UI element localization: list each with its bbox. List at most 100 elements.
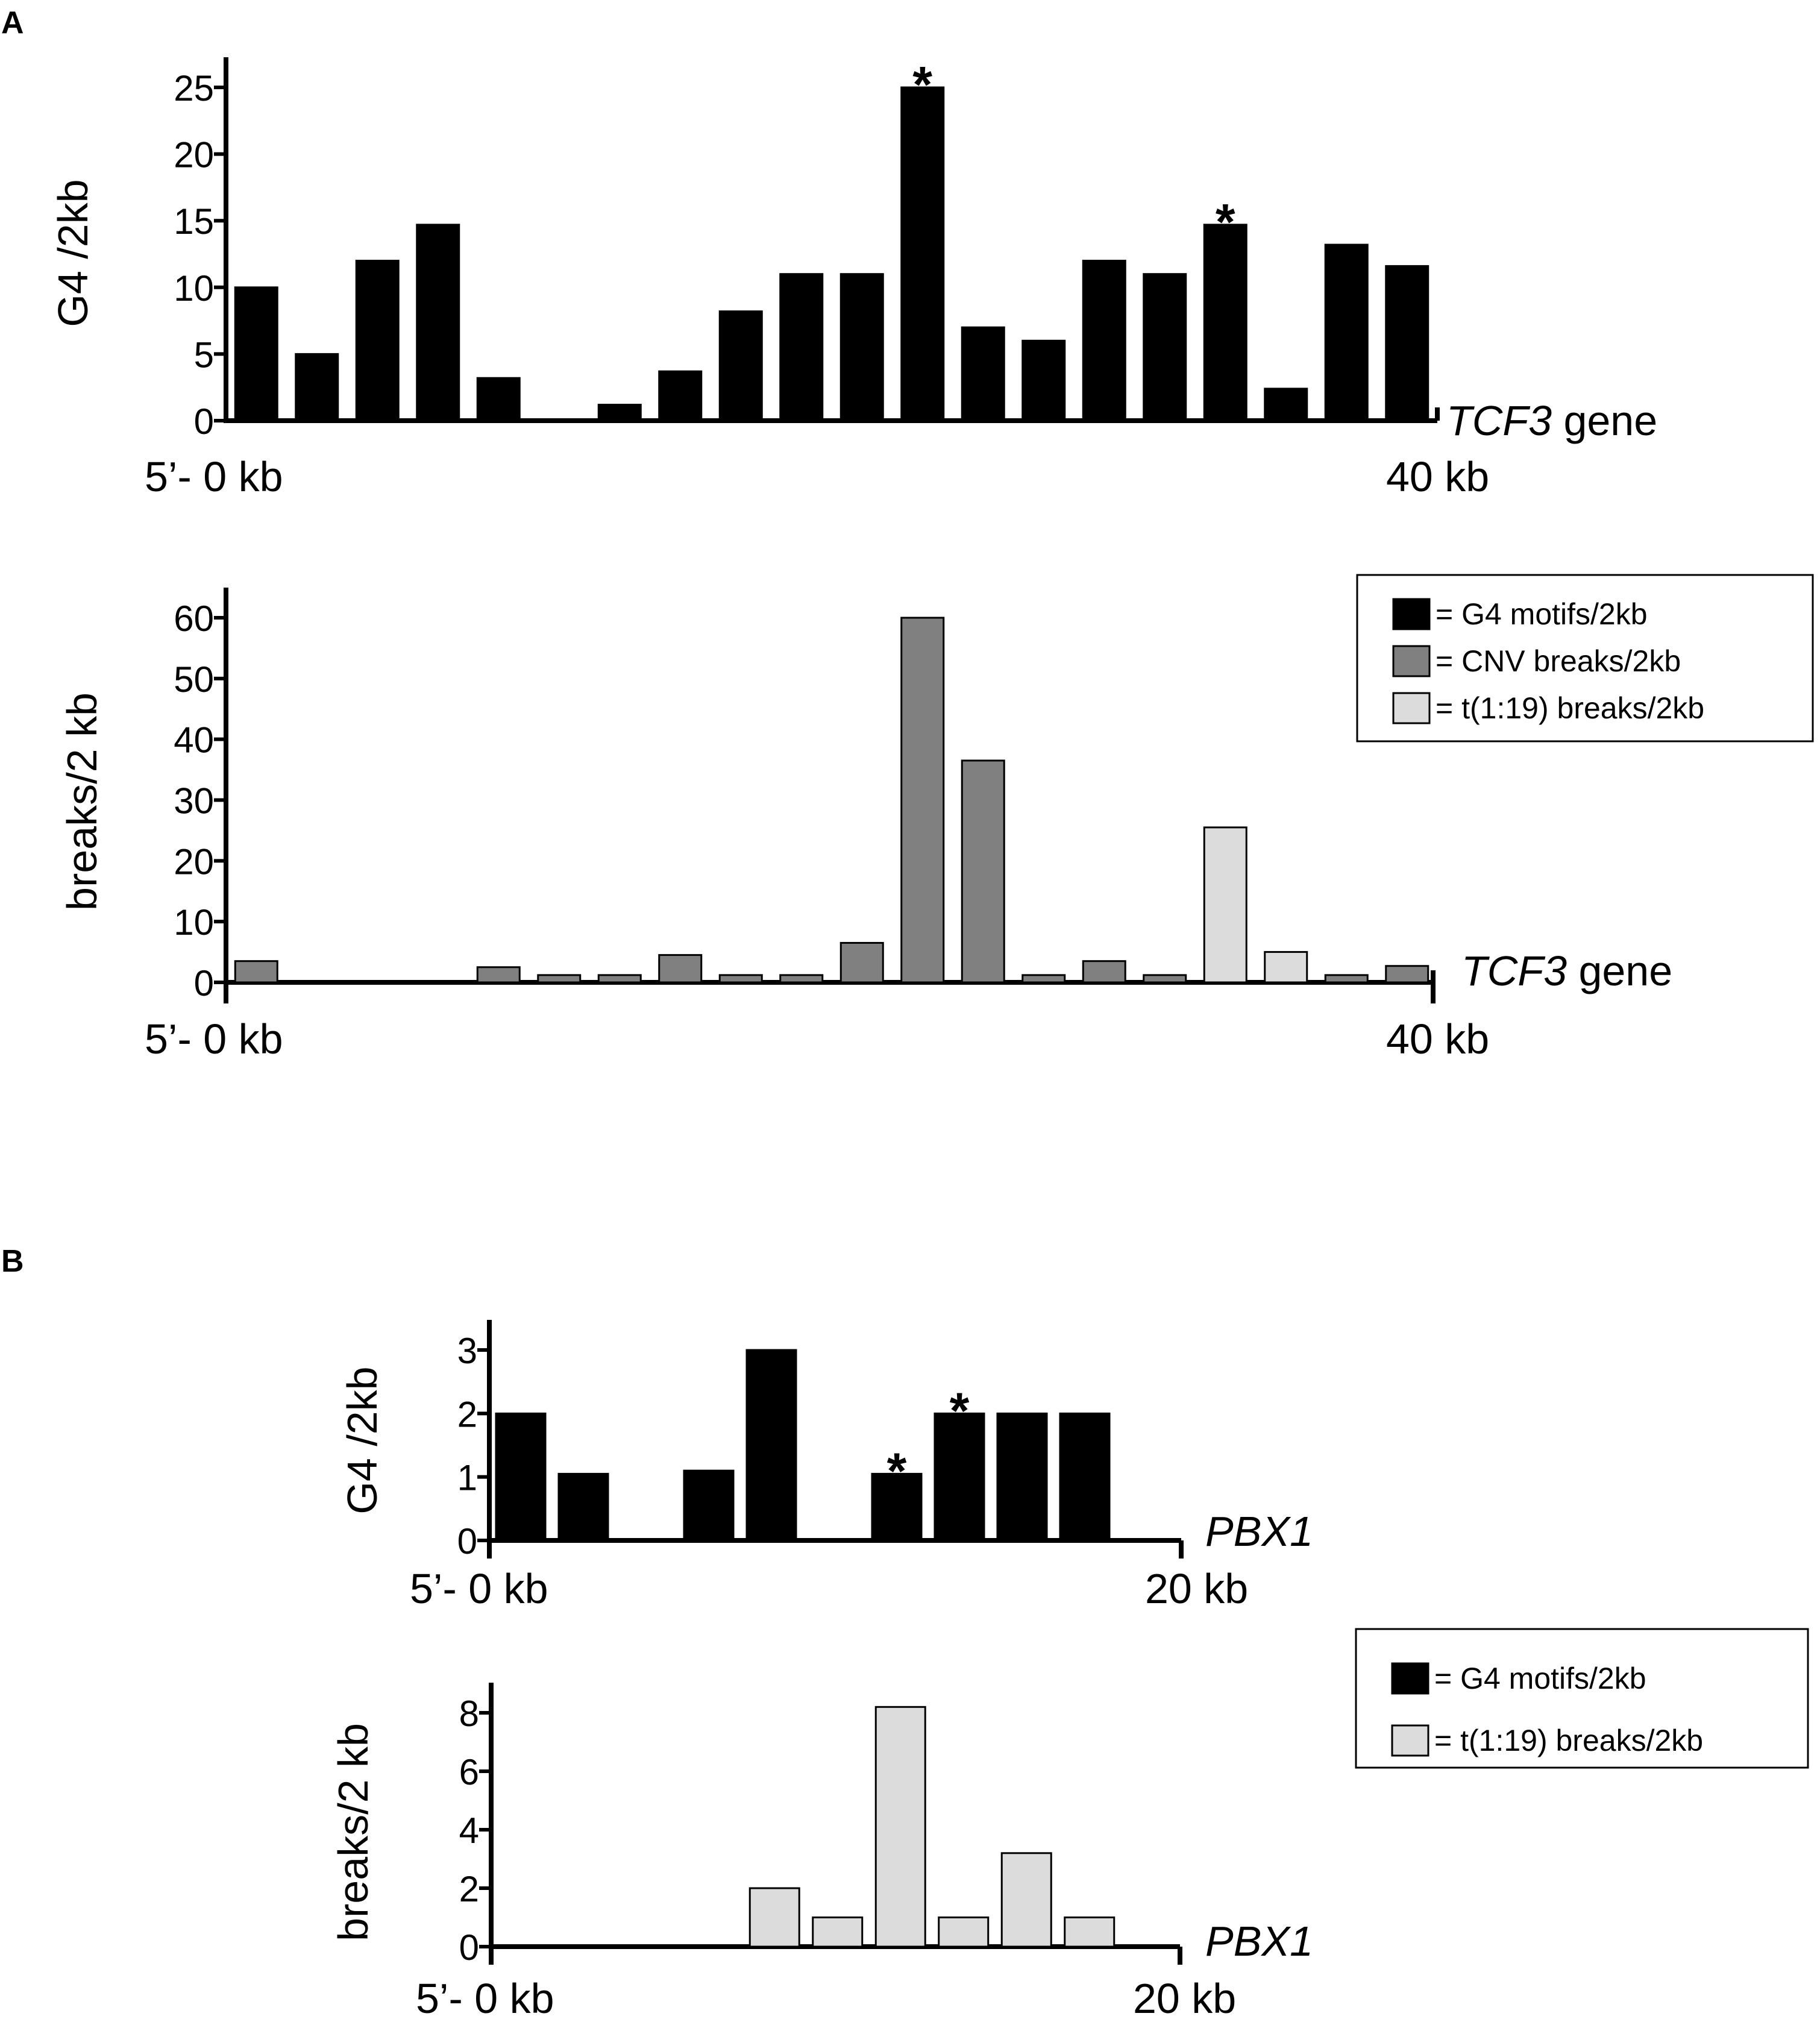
y-tick-label: 8 <box>459 1694 479 1734</box>
y-axis-title: G4 /2kb <box>339 1366 386 1514</box>
bar-cnv <box>718 974 763 984</box>
bar-translocation <box>1203 826 1247 984</box>
legend-swatch-translocation <box>1391 1724 1429 1757</box>
bar-g4 <box>683 1469 735 1542</box>
gene-name: TCF3 <box>1461 947 1567 994</box>
bar-g4 <box>234 286 278 422</box>
bar-cnv <box>658 954 703 984</box>
gene-label: PBX1 <box>1205 1918 1313 1965</box>
y-tick-label: 40 <box>174 720 214 761</box>
gene-name: TCF3 <box>1446 397 1552 444</box>
bar-translocation <box>938 1917 990 1948</box>
y-tick-label: 0 <box>194 401 214 442</box>
legend-swatch-translocation <box>1392 692 1431 724</box>
significance-asterisk: * <box>887 1442 907 1499</box>
y-tick-label: 5 <box>194 334 214 375</box>
bar-cnv <box>476 966 521 984</box>
y-tick-label: 10 <box>174 902 214 943</box>
bar-g4 <box>1203 224 1247 422</box>
gene-name: PBX1 <box>1205 1918 1313 1965</box>
y-axis-title: breaks/2 kb <box>58 692 105 911</box>
bar-g4 <box>1059 1412 1111 1542</box>
bar-cnv <box>1324 974 1369 984</box>
x-start-label: 5’- 0 kb <box>145 1016 283 1063</box>
y-tick-label: 0 <box>194 963 214 1003</box>
bar-g4 <box>839 273 884 422</box>
x-start-label: 5’- 0 kb <box>145 453 283 500</box>
x-end-label: 40 kb <box>1386 453 1489 500</box>
y-tick-label: 20 <box>174 135 214 175</box>
legend-swatch-g4 <box>1391 1662 1429 1695</box>
y-tick-label: 1 <box>457 1458 477 1498</box>
y-tick-label: 20 <box>174 841 214 882</box>
bar-g4 <box>745 1349 797 1542</box>
gene-suffix: gene <box>1567 947 1672 994</box>
bar-g4 <box>871 1472 923 1542</box>
x-end-label: 20 kb <box>1133 1975 1236 2022</box>
bar-g4 <box>1082 260 1126 422</box>
bar-cnv <box>1385 965 1429 984</box>
bar-g4 <box>495 1412 547 1542</box>
y-axis-title: G4 /2kb <box>49 179 96 327</box>
y-tick-label: 2 <box>457 1394 477 1434</box>
bar-g4 <box>1264 388 1308 422</box>
bar-cnv <box>1143 974 1187 984</box>
tcf3-g4-chart: 25 20 15 10 5 0 G4 /2kb * * TCF3 gene 5’- 0 kb 40 k… <box>49 56 1657 500</box>
y-tick-label: 6 <box>459 1752 479 1792</box>
x-end-label: 20 kb <box>1145 1565 1248 1612</box>
bar-g4 <box>658 370 703 422</box>
bar-cnv <box>900 617 945 984</box>
bar-translocation <box>812 1917 864 1948</box>
legend-pbx1: = G4 motifs/2kb = t(1:19) breaks/2kb <box>1355 1628 1809 1769</box>
bar-translocation <box>748 1887 800 1948</box>
gene-label: PBX1 <box>1205 1508 1313 1555</box>
bar-translocation <box>1064 1917 1116 1948</box>
legend-swatch-g4 <box>1392 598 1431 630</box>
bar-g4 <box>557 1472 609 1542</box>
bar-g4 <box>416 224 460 422</box>
y-tick-label: 3 <box>457 1331 477 1371</box>
y-tick-label: 0 <box>459 1927 479 1968</box>
legend-swatch-cnv <box>1392 645 1431 677</box>
bar-cnv <box>597 974 642 984</box>
y-tick-label: 30 <box>174 781 214 821</box>
legend-label: = G4 motifs/2kb <box>1436 597 1648 631</box>
bar-g4 <box>476 377 521 422</box>
bar-g4 <box>295 353 339 422</box>
panel-letter-a: A <box>1 5 24 40</box>
bar-cnv <box>961 759 1005 984</box>
bar-cnv <box>537 974 582 984</box>
legend-tcf3: = G4 motifs/2kb = CNV breaks/2kb = t(1:19)… <box>1356 574 1814 742</box>
y-tick-label: 60 <box>174 598 214 639</box>
bar-cnv <box>779 974 824 984</box>
x-start-label: 5’- 0 kb <box>416 1975 554 2022</box>
bar-translocation <box>874 1706 926 1948</box>
y-tick-label: 50 <box>174 659 214 700</box>
bar-g4 <box>597 403 642 422</box>
bar-g4 <box>900 86 945 422</box>
gene-label: TCF3 gene <box>1461 947 1672 994</box>
bar-g4 <box>1143 273 1187 422</box>
y-tick-label: 25 <box>174 68 214 108</box>
significance-asterisk: * <box>950 1382 970 1439</box>
bar-g4 <box>1021 339 1066 422</box>
y-tick-label: 15 <box>174 201 214 242</box>
y-tick-label: 4 <box>459 1810 479 1851</box>
y-axis-title: breaks/2 kb <box>330 1723 377 1941</box>
legend-label: = CNV breaks/2kb <box>1436 644 1681 678</box>
y-tick-label: 10 <box>174 268 214 309</box>
bar-translocation <box>1264 951 1308 984</box>
bar-cnv <box>1082 960 1126 984</box>
bar-cnv <box>1021 974 1066 984</box>
gene-label: TCF3 gene <box>1446 397 1657 444</box>
bar-g4 <box>961 326 1005 422</box>
bar-g4 <box>718 310 763 422</box>
legend-box <box>1356 574 1814 742</box>
bar-g4 <box>1324 243 1369 422</box>
legend-box <box>1355 1628 1809 1769</box>
y-tick-label: 0 <box>457 1521 477 1562</box>
panel-letter-b: B <box>1 1244 24 1279</box>
bar-cnv <box>839 941 884 984</box>
bar-g4 <box>996 1412 1048 1542</box>
